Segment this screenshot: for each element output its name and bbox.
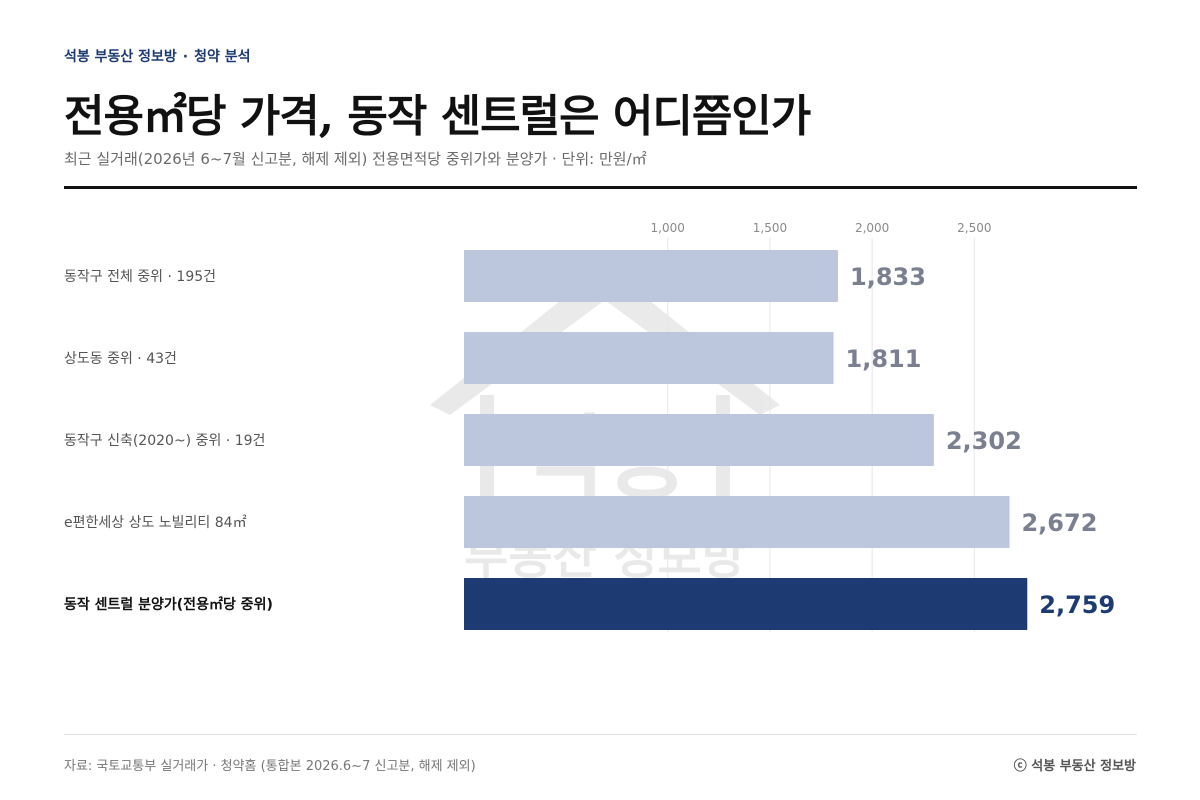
header-rule (64, 186, 1137, 189)
category-label: 동작구 신축(2020~) 중위 · 19건 (64, 433, 265, 449)
source-note: 자료: 국토교통부 실거래가 · 청약홈 (통합본 2026.6~7 신고분, … (64, 759, 476, 774)
x-tick-label: 1,500 (753, 221, 787, 235)
section-name: 청약 분석 (194, 49, 251, 65)
page-title: 전용㎡당 가격, 동작 센트럴은 어디쯤인가 (64, 91, 811, 142)
bar (464, 414, 934, 466)
bar (464, 496, 1010, 548)
data-label: 2,672 (1021, 509, 1097, 537)
bar (464, 250, 838, 302)
page-subtitle: 최근 실거래(2026년 6~7월 신고분, 해제 제외) 전용면적당 중위가와… (64, 150, 647, 168)
data-label: 1,811 (846, 345, 922, 373)
bar-highlight (464, 578, 1028, 630)
kicker-separator: · (182, 49, 189, 65)
category-label: 동작 센트럴 분양가(전용㎡당 중위) (64, 596, 273, 613)
data-label: 2,759 (1039, 591, 1115, 619)
data-label: 2,302 (946, 427, 1022, 455)
data-label: 1,833 (850, 263, 926, 291)
footer-rule (64, 734, 1137, 735)
x-tick-label: 2,000 (855, 221, 889, 235)
kicker: 석봉 부동산 정보방 · 청약 분석 (64, 46, 251, 66)
footer-brand: ⓒ 석봉 부동산 정보방 (1013, 759, 1136, 774)
category-label: 동작구 전체 중위 · 195건 (64, 269, 216, 285)
bar-chart: 1,000 1,500 2,000 2,500 동작구 전체 중위 · 195건 1,83… (64, 221, 1115, 632)
bar (464, 332, 834, 384)
category-label: e편한세상 상도 노빌리티 84㎡ (64, 515, 247, 531)
category-label: 상도동 중위 · 43건 (64, 351, 177, 367)
x-tick-label: 2,500 (957, 221, 991, 235)
publisher-name: 석봉 부동산 정보방 (64, 49, 177, 65)
x-tick-label: 1,000 (651, 221, 685, 235)
